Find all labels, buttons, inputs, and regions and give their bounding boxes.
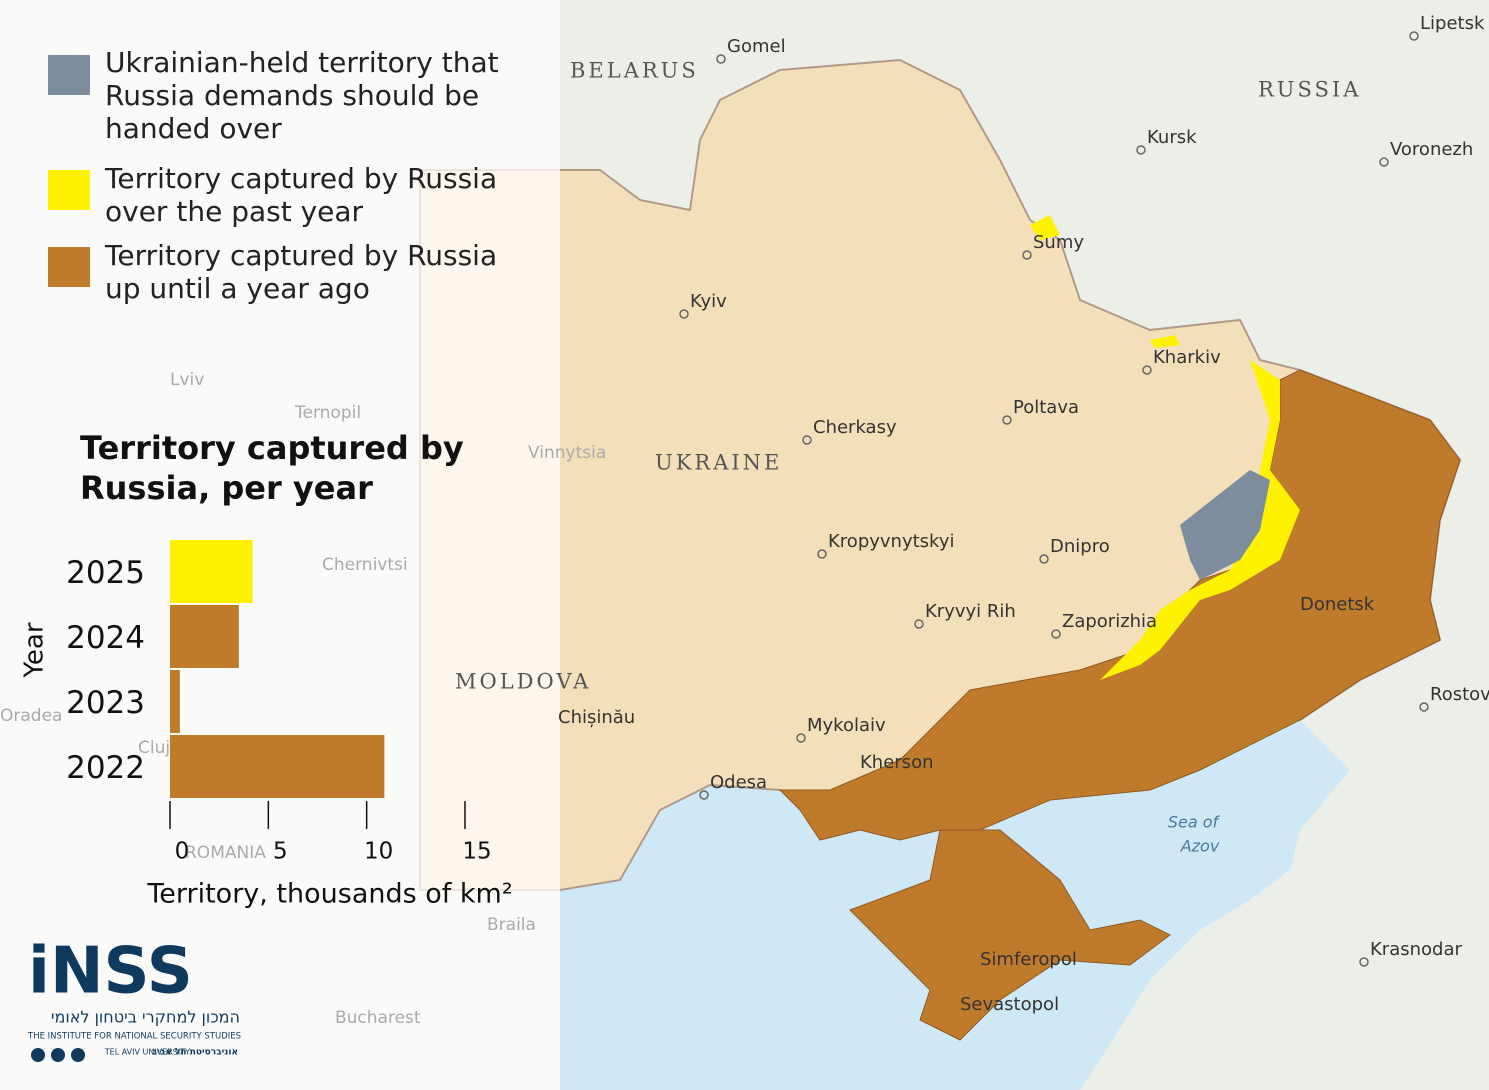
country-label: UKRAINE bbox=[655, 451, 782, 475]
city-label: Sea of bbox=[1168, 813, 1221, 832]
city-label: Kharkiv bbox=[1153, 347, 1221, 368]
city-marker bbox=[1022, 250, 1032, 260]
city-label: Donetsk bbox=[1300, 594, 1375, 615]
logo-icon bbox=[31, 1048, 45, 1062]
logo: iNSS המכון למחקרי ביטחון לאומי THE INSTI… bbox=[27, 935, 241, 1062]
city-label: Kropyvnytskyi bbox=[828, 531, 954, 552]
y-tick-label: 2025 bbox=[66, 555, 145, 591]
city-label: Cluj bbox=[138, 738, 170, 758]
city-label: Poltava bbox=[1013, 397, 1079, 418]
city-label: Bucharest bbox=[335, 1008, 421, 1028]
panel bbox=[0, 0, 560, 1090]
city-marker bbox=[1136, 145, 1146, 155]
recent-captures bbox=[1150, 335, 1180, 348]
city-label: Simferopol bbox=[980, 949, 1077, 970]
city-label: Vinnytsia bbox=[528, 443, 606, 463]
city-marker bbox=[1039, 554, 1049, 564]
city-marker bbox=[1379, 157, 1389, 167]
city-marker bbox=[1419, 702, 1429, 712]
city-label: Mykolaiv bbox=[807, 715, 886, 736]
city-label: Cherkasy bbox=[813, 417, 897, 438]
logo-university-hebrew: אוניברסיטת תל אביב bbox=[152, 1048, 238, 1058]
logo-university: TEL AVIV UNIVERSITY bbox=[104, 1048, 190, 1057]
city-label: Dnipro bbox=[1050, 536, 1110, 557]
city-marker bbox=[796, 733, 806, 743]
city-label: Zaporizhia bbox=[1062, 611, 1157, 632]
city-label: Lviv bbox=[170, 370, 204, 390]
city-label: Kyiv bbox=[690, 291, 727, 312]
x-axis-label: Territory, thousands of km² bbox=[146, 879, 512, 910]
recent-captures bbox=[1030, 215, 1060, 240]
city-label: Chernivtsi bbox=[322, 555, 408, 575]
x-tick-label: 0 bbox=[175, 839, 190, 865]
logo-icon bbox=[71, 1048, 85, 1062]
city-marker bbox=[1359, 957, 1369, 967]
legend-label: Territory captured by Russia over the pa… bbox=[105, 162, 498, 228]
demanded-territory bbox=[1180, 470, 1270, 580]
legend-label: Territory captured by Russia up until a … bbox=[105, 239, 498, 305]
city-label: Kherson bbox=[860, 752, 934, 773]
crimea bbox=[849, 829, 1171, 1041]
city-marker bbox=[1409, 31, 1419, 41]
city-marker bbox=[716, 54, 726, 64]
city-marker bbox=[1142, 365, 1152, 375]
logo-hebrew: המכון למחקרי ביטחון לאומי bbox=[51, 1008, 240, 1027]
city-label: Voronezh bbox=[1390, 139, 1473, 160]
city-label: Sumy bbox=[1033, 232, 1084, 253]
city-label: Krasnodar bbox=[1370, 939, 1462, 960]
y-tick-label: 2024 bbox=[66, 620, 145, 656]
country-label: BELARUS bbox=[570, 59, 699, 83]
legend-swatch bbox=[48, 247, 90, 287]
city-marker bbox=[679, 309, 689, 319]
city-label: Gomel bbox=[727, 36, 786, 57]
bar bbox=[170, 540, 253, 603]
y-axis-label: Year bbox=[20, 622, 50, 678]
city-marker bbox=[1051, 629, 1061, 639]
city-marker bbox=[802, 435, 812, 445]
country-label: MOLDOVA bbox=[455, 670, 591, 694]
logo-icon bbox=[51, 1048, 65, 1062]
city-label: Chișinău bbox=[558, 707, 635, 728]
bar bbox=[170, 735, 385, 798]
city-label: Sevastopol bbox=[960, 994, 1059, 1015]
x-tick-label: 5 bbox=[273, 839, 288, 865]
x-tick-label: 10 bbox=[364, 839, 393, 865]
city-label: Rostov bbox=[1430, 684, 1489, 705]
legend-swatch bbox=[48, 170, 90, 210]
logo-name: iNSS bbox=[28, 935, 193, 1009]
chart-title: Territory captured by Russia, per year bbox=[80, 429, 464, 507]
country-label: RUSSIA bbox=[1258, 78, 1361, 102]
city-label: Oradea bbox=[0, 706, 62, 726]
city-marker bbox=[699, 790, 709, 800]
y-tick-label: 2023 bbox=[66, 685, 145, 721]
city-label: Azov bbox=[1180, 837, 1220, 856]
legend-swatch bbox=[48, 55, 90, 95]
city-label: Kryvyi Rih bbox=[925, 601, 1016, 622]
bar bbox=[170, 605, 239, 668]
legend-label: Ukrainian-held territory that Russia dem… bbox=[105, 46, 499, 145]
city-label: Lipetsk bbox=[1420, 13, 1485, 34]
city-marker bbox=[817, 549, 827, 559]
city-marker bbox=[914, 619, 924, 629]
city-marker bbox=[1002, 415, 1012, 425]
city-label: Ternopil bbox=[294, 403, 361, 423]
city-label: Braila bbox=[487, 915, 536, 935]
city-label: Odesa bbox=[710, 772, 767, 793]
x-tick-label: 15 bbox=[462, 839, 491, 865]
bar bbox=[170, 670, 180, 733]
logo-english: THE INSTITUTE FOR NATIONAL SECURITY STUD… bbox=[27, 1032, 241, 1042]
city-label: ROMANIA bbox=[185, 843, 266, 863]
city-label: Kursk bbox=[1147, 127, 1197, 148]
y-tick-label: 2022 bbox=[66, 750, 145, 786]
